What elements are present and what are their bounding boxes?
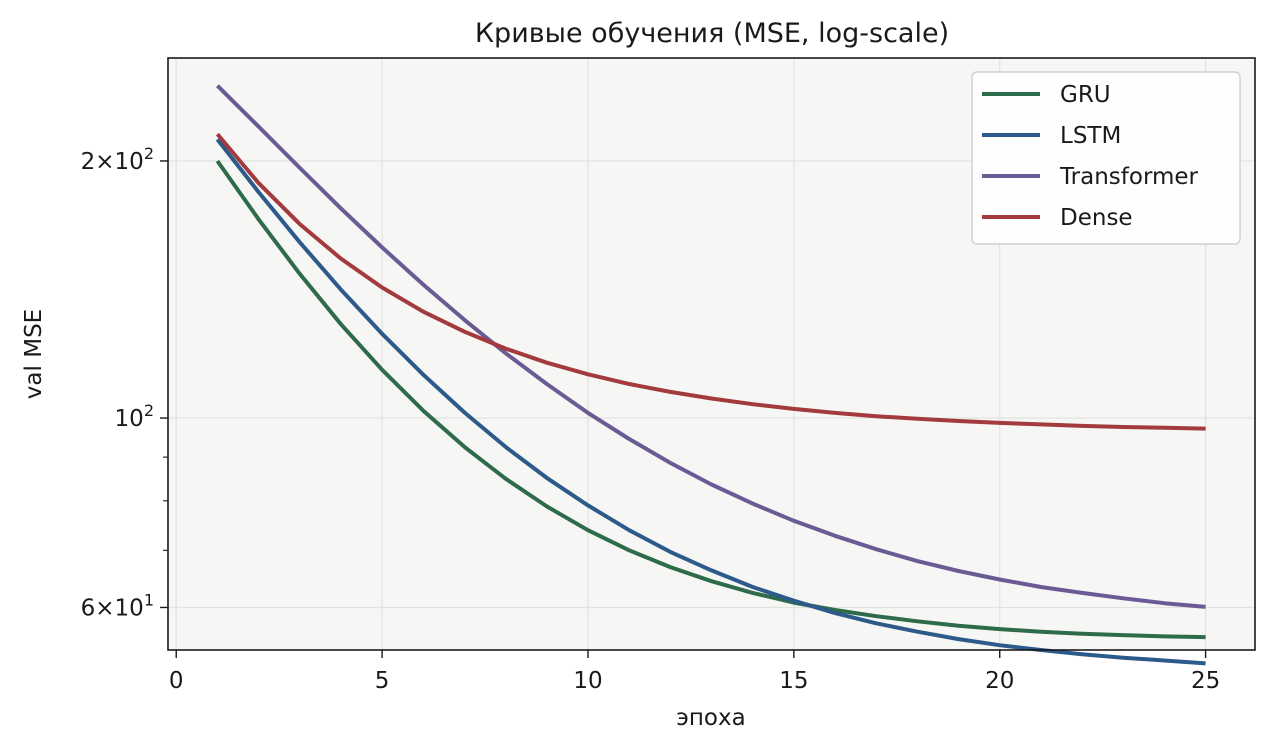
y-tick-label: 6×101: [81, 590, 154, 621]
legend-label: GRU: [1060, 82, 1111, 108]
legend-label: Transformer: [1059, 164, 1199, 190]
legend-label: Dense: [1060, 205, 1133, 231]
x-tick-label: 20: [985, 668, 1014, 694]
plot-frame: [167, 57, 1256, 651]
y-tick-label: 2×102: [81, 144, 154, 175]
x-tick-label: 25: [1191, 668, 1220, 694]
chart-title: Кривые обучения (MSE, log-scale): [475, 18, 949, 49]
series-line-gru: [215, 159, 1206, 640]
x-tick-label: 15: [779, 668, 808, 694]
series-line-dense: [215, 132, 1206, 431]
x-tick-label: 5: [375, 668, 390, 694]
y-axis-label: val MSE: [21, 309, 47, 399]
legend: GRU LSTM Transformer Dense: [971, 71, 1241, 245]
legend-box: [971, 71, 1241, 245]
x-tick-label: 0: [169, 668, 184, 694]
y-tick-label: 102: [115, 401, 154, 432]
x-axis-label: эпоха: [676, 705, 745, 731]
series-line-transformer: [215, 84, 1206, 609]
x-axis-ticks: 0 5 10 15 20 25: [169, 650, 1220, 694]
legend-label: LSTM: [1060, 123, 1121, 149]
x-tick-label: 10: [573, 668, 602, 694]
y-axis-ticks: 2×102 102 6×101: [81, 144, 168, 621]
